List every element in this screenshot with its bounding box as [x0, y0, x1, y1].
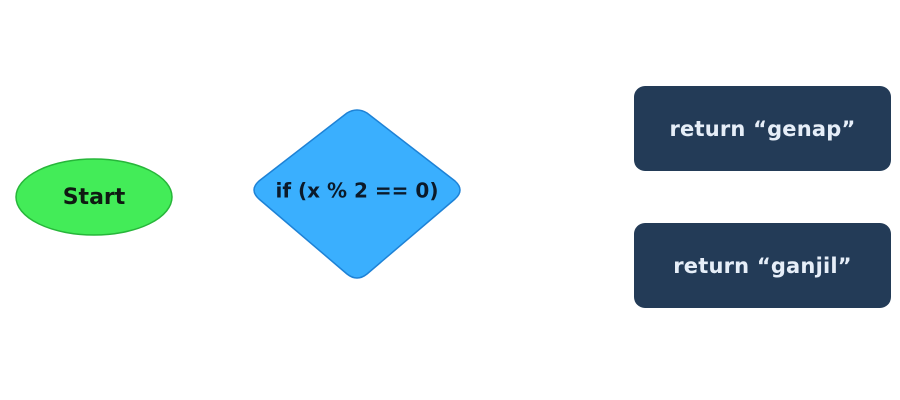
start-node: Start: [15, 158, 173, 236]
decision-diamond: [253, 109, 461, 279]
start-ellipse: [15, 158, 173, 236]
start-label: Start: [63, 185, 126, 210]
return-ganjil-label: return “ganjil”: [673, 253, 852, 278]
return-genap-label: return “genap”: [669, 116, 856, 141]
decision-node: if (x % 2 == 0): [253, 109, 461, 279]
return-ganjil-node: return “ganjil”: [634, 223, 891, 308]
decision-label: if (x % 2 == 0): [276, 179, 439, 203]
return-genap-node: return “genap”: [634, 86, 891, 171]
